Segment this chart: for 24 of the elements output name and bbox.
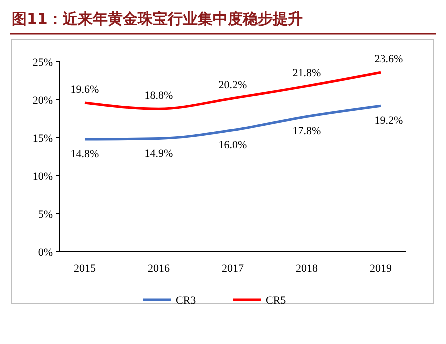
y-tick-label: 25% [32, 57, 53, 69]
data-label: 20.2% [218, 79, 248, 92]
y-tick-label: 5% [38, 209, 53, 221]
y-tick-label: 10% [32, 171, 53, 183]
x-tick-label: 2017 [222, 263, 244, 275]
x-tick-label: 2016 [148, 263, 170, 275]
data-label: 19.6% [70, 84, 100, 96]
x-tick-label: 2019 [370, 263, 392, 275]
chart-title: 图11：近来年黄金珠宝行业集中度稳步提升 [12, 10, 303, 28]
data-label: 17.8% [292, 126, 322, 138]
data-label: 19.2% [374, 115, 404, 128]
x-tick-label: 2018 [296, 263, 318, 275]
y-tick-label: 0% [38, 247, 53, 259]
data-label: 14.9% [144, 148, 174, 160]
x-tick-label: 2015 [74, 263, 96, 275]
data-label: 21.8% [292, 67, 322, 80]
data-label: 16.0% [218, 139, 248, 152]
legend-label: CR5 [266, 295, 287, 307]
data-label: 14.8% [70, 148, 100, 161]
y-tick-label: 20% [32, 95, 53, 107]
legend-label: CR3 [176, 295, 197, 307]
data-label: 23.6% [374, 54, 404, 66]
data-label: 18.8% [144, 90, 174, 102]
y-tick-label: 15% [32, 133, 53, 145]
